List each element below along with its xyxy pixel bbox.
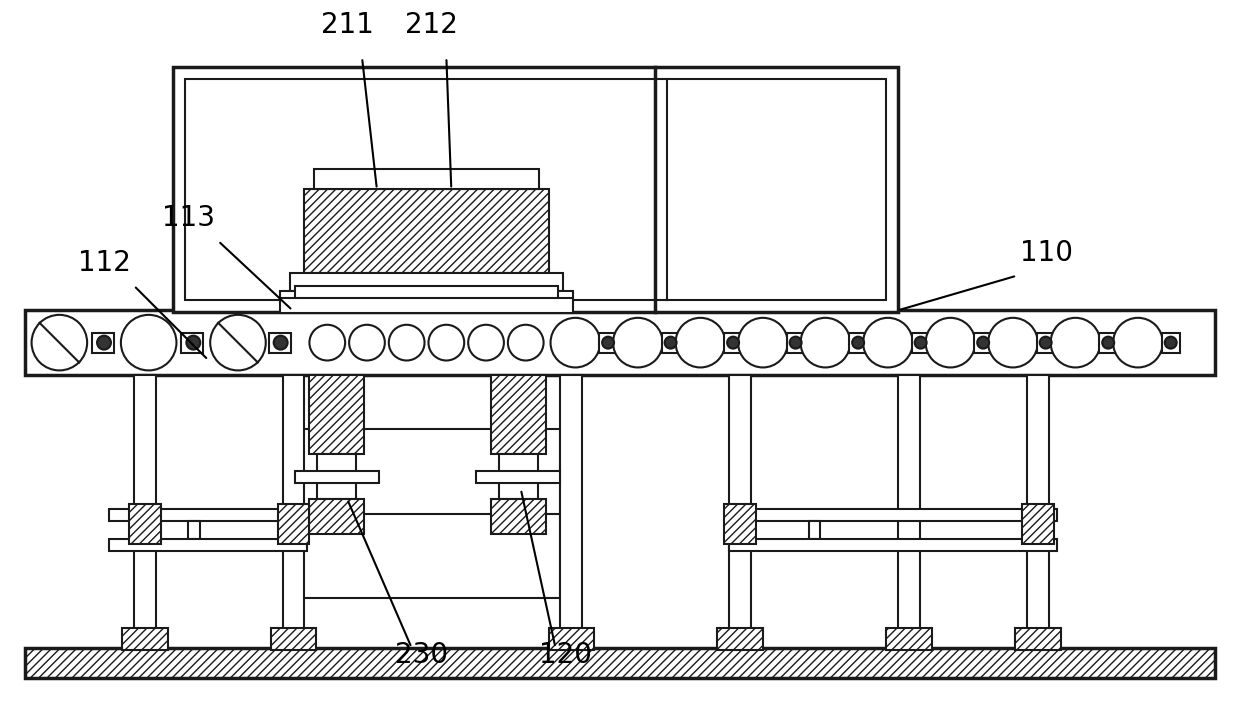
- Circle shape: [31, 315, 87, 370]
- Circle shape: [915, 336, 926, 349]
- Bar: [310, 375, 365, 454]
- Bar: [280, 298, 573, 313]
- Bar: [808, 521, 821, 539]
- Circle shape: [97, 336, 110, 349]
- Bar: [129, 504, 160, 544]
- Circle shape: [613, 318, 662, 367]
- Bar: [295, 285, 558, 311]
- Circle shape: [1050, 318, 1100, 367]
- Circle shape: [801, 318, 851, 367]
- Bar: [560, 375, 583, 643]
- Bar: [724, 333, 742, 352]
- Bar: [290, 273, 563, 290]
- Circle shape: [310, 325, 345, 360]
- Circle shape: [988, 318, 1038, 367]
- Circle shape: [429, 325, 464, 360]
- Circle shape: [1164, 336, 1177, 349]
- Bar: [1022, 504, 1054, 544]
- Bar: [729, 375, 751, 643]
- Bar: [476, 471, 560, 483]
- Bar: [849, 333, 867, 352]
- Bar: [317, 454, 356, 499]
- Bar: [548, 628, 594, 650]
- Bar: [599, 333, 618, 352]
- Bar: [1162, 333, 1179, 352]
- Circle shape: [925, 318, 975, 367]
- Circle shape: [738, 318, 787, 367]
- Circle shape: [603, 336, 614, 349]
- Circle shape: [665, 336, 677, 349]
- Bar: [885, 628, 931, 650]
- Text: 212: 212: [405, 11, 458, 39]
- Bar: [174, 68, 898, 312]
- Bar: [186, 79, 885, 301]
- Bar: [729, 509, 1056, 521]
- Text: 211: 211: [321, 11, 373, 39]
- Bar: [1100, 333, 1117, 352]
- Circle shape: [469, 325, 503, 360]
- Bar: [1037, 333, 1054, 352]
- Bar: [295, 471, 379, 483]
- Circle shape: [120, 315, 176, 370]
- Bar: [134, 375, 155, 643]
- Bar: [1014, 628, 1060, 650]
- Bar: [109, 539, 308, 551]
- Bar: [498, 454, 538, 499]
- Bar: [898, 375, 920, 643]
- Circle shape: [350, 325, 384, 360]
- Circle shape: [1114, 318, 1163, 367]
- Circle shape: [551, 318, 600, 367]
- Bar: [310, 499, 365, 533]
- Bar: [122, 628, 167, 650]
- Bar: [188, 521, 201, 539]
- Bar: [662, 333, 680, 352]
- Bar: [305, 189, 548, 273]
- Circle shape: [790, 336, 801, 349]
- Circle shape: [1102, 336, 1115, 349]
- Bar: [269, 333, 290, 352]
- Bar: [25, 311, 1215, 375]
- Text: 120: 120: [539, 641, 591, 669]
- Bar: [298, 429, 560, 598]
- Bar: [729, 539, 1056, 551]
- Bar: [491, 499, 546, 533]
- Bar: [975, 333, 992, 352]
- Bar: [280, 290, 573, 303]
- Bar: [911, 333, 930, 352]
- Bar: [283, 375, 305, 643]
- Bar: [270, 628, 316, 650]
- Bar: [181, 333, 203, 352]
- Bar: [315, 170, 538, 189]
- Circle shape: [676, 318, 725, 367]
- Circle shape: [852, 336, 864, 349]
- Circle shape: [1039, 336, 1052, 349]
- Circle shape: [389, 325, 424, 360]
- Bar: [724, 504, 756, 544]
- Circle shape: [977, 336, 990, 349]
- Circle shape: [727, 336, 739, 349]
- Circle shape: [211, 315, 265, 370]
- Text: 112: 112: [78, 249, 130, 277]
- Bar: [786, 333, 805, 352]
- Bar: [491, 375, 546, 454]
- Text: 230: 230: [396, 641, 448, 669]
- Bar: [717, 628, 763, 650]
- Bar: [92, 333, 114, 352]
- Text: 113: 113: [162, 204, 215, 232]
- Bar: [1027, 375, 1049, 643]
- Circle shape: [508, 325, 543, 360]
- Bar: [25, 648, 1215, 677]
- Circle shape: [186, 336, 201, 349]
- Bar: [109, 509, 308, 521]
- Circle shape: [863, 318, 913, 367]
- Text: 110: 110: [1021, 239, 1073, 267]
- Circle shape: [274, 336, 288, 349]
- Bar: [278, 504, 310, 544]
